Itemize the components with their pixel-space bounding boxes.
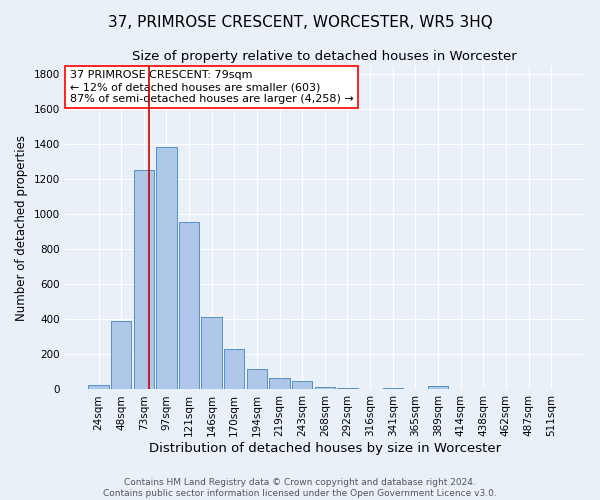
Bar xyxy=(292,380,313,390)
Bar xyxy=(314,387,335,390)
Bar xyxy=(88,385,109,390)
Bar xyxy=(134,170,154,390)
Bar xyxy=(383,388,403,390)
Bar xyxy=(360,388,380,390)
Y-axis label: Number of detached properties: Number of detached properties xyxy=(15,134,28,320)
Bar xyxy=(224,349,244,390)
Bar xyxy=(405,388,425,390)
Bar xyxy=(337,388,358,390)
Text: 37 PRIMROSE CRESCENT: 79sqm
← 12% of detached houses are smaller (603)
87% of se: 37 PRIMROSE CRESCENT: 79sqm ← 12% of det… xyxy=(70,70,353,104)
Bar xyxy=(156,147,176,390)
Bar xyxy=(247,370,267,390)
Bar xyxy=(111,321,131,390)
Title: Size of property relative to detached houses in Worcester: Size of property relative to detached ho… xyxy=(133,50,517,63)
Bar xyxy=(269,378,290,390)
Text: 37, PRIMROSE CRESCENT, WORCESTER, WR5 3HQ: 37, PRIMROSE CRESCENT, WORCESTER, WR5 3H… xyxy=(107,15,493,30)
X-axis label: Distribution of detached houses by size in Worcester: Distribution of detached houses by size … xyxy=(149,442,501,455)
Bar xyxy=(202,317,222,390)
Bar xyxy=(179,222,199,390)
Text: Contains HM Land Registry data © Crown copyright and database right 2024.
Contai: Contains HM Land Registry data © Crown c… xyxy=(103,478,497,498)
Bar xyxy=(428,386,448,390)
